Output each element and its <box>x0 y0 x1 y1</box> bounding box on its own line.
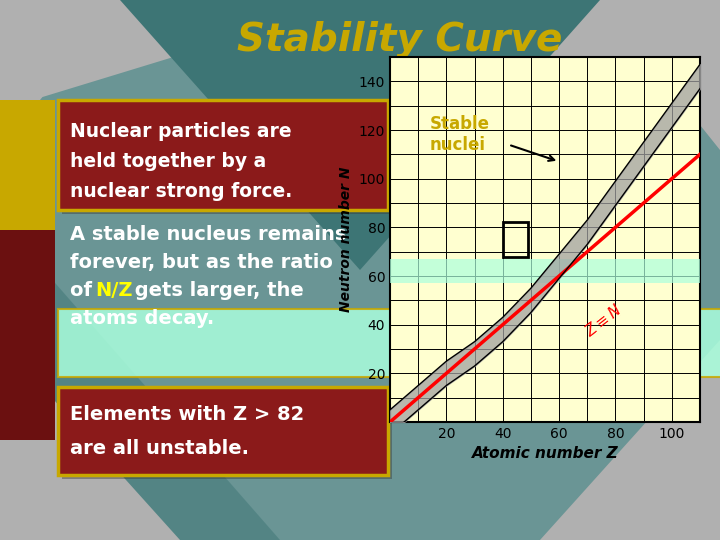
Text: of: of <box>70 281 99 300</box>
Polygon shape <box>0 0 120 150</box>
Text: Elements with Z > 82: Elements with Z > 82 <box>70 405 305 424</box>
Text: forever, but as the ratio: forever, but as the ratio <box>70 253 333 272</box>
Text: A stable nucleus remains: A stable nucleus remains <box>70 225 346 244</box>
Text: $Z \equiv N$: $Z \equiv N$ <box>582 301 625 340</box>
Text: atoms decay.: atoms decay. <box>70 309 215 328</box>
Text: nuclear strong force.: nuclear strong force. <box>70 182 292 201</box>
Text: are all unstable.: are all unstable. <box>70 439 249 458</box>
Polygon shape <box>120 0 600 270</box>
Text: Nuclear particles are: Nuclear particles are <box>70 122 292 141</box>
Text: Stable
nuclei: Stable nuclei <box>429 116 490 154</box>
Polygon shape <box>540 340 720 540</box>
Bar <box>390 259 700 284</box>
Polygon shape <box>0 0 360 110</box>
Y-axis label: Neutron number N: Neutron number N <box>339 167 354 312</box>
Bar <box>0 160 55 440</box>
Bar <box>58 100 388 210</box>
Bar <box>58 387 388 475</box>
Polygon shape <box>0 220 280 540</box>
Bar <box>62 391 392 479</box>
Bar <box>58 309 720 377</box>
Bar <box>62 104 392 214</box>
Polygon shape <box>0 0 720 110</box>
Bar <box>503 222 528 256</box>
Text: N/Z: N/Z <box>95 281 132 300</box>
X-axis label: Atomic number Z: Atomic number Z <box>472 447 618 461</box>
Polygon shape <box>0 0 720 90</box>
Text: held together by a: held together by a <box>70 152 266 171</box>
Text: Stability Curve: Stability Curve <box>238 21 563 59</box>
Bar <box>0 100 55 230</box>
Text: gets larger, the: gets larger, the <box>128 281 304 300</box>
Polygon shape <box>600 0 720 150</box>
Polygon shape <box>0 340 180 540</box>
